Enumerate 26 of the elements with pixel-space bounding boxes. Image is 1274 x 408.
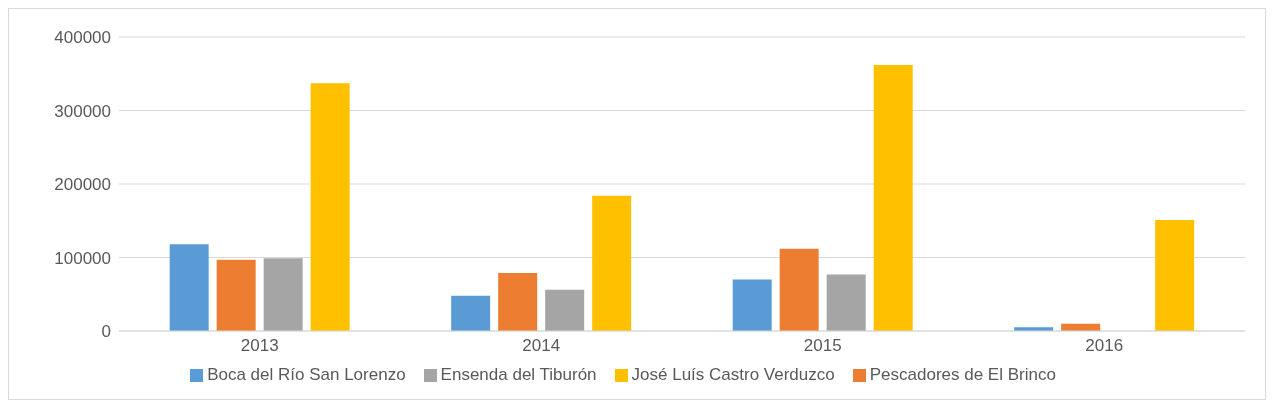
bar xyxy=(592,195,632,331)
bar xyxy=(873,64,913,331)
bar xyxy=(310,83,350,331)
bar xyxy=(826,274,866,331)
y-tick-label: 300000 xyxy=(54,101,111,121)
bar xyxy=(169,244,209,331)
legend-label: Pescadores de El Brinco xyxy=(869,365,1056,384)
legend-label: José Luís Castro Verduzco xyxy=(631,365,835,384)
bar xyxy=(779,248,819,331)
y-tick-label: 0 xyxy=(101,322,111,342)
legend-label: Ensenda del Tiburón xyxy=(440,365,597,384)
x-tick-label: 2016 xyxy=(1085,336,1124,356)
bar xyxy=(263,258,303,331)
bar xyxy=(732,279,772,331)
bar xyxy=(498,272,538,331)
y-tick-label: 400000 xyxy=(54,28,111,48)
legend-label: Boca del Río San Lorenzo xyxy=(207,365,406,384)
x-tick-label: 2013 xyxy=(240,336,279,356)
bar xyxy=(1155,220,1195,331)
bar xyxy=(451,295,491,331)
bar xyxy=(545,289,585,331)
y-tick-label: 200000 xyxy=(54,175,111,195)
bar xyxy=(216,259,256,331)
x-tick-label: 2014 xyxy=(522,336,561,356)
y-tick-label: 100000 xyxy=(54,248,111,268)
x-tick-label: 2015 xyxy=(803,336,842,356)
